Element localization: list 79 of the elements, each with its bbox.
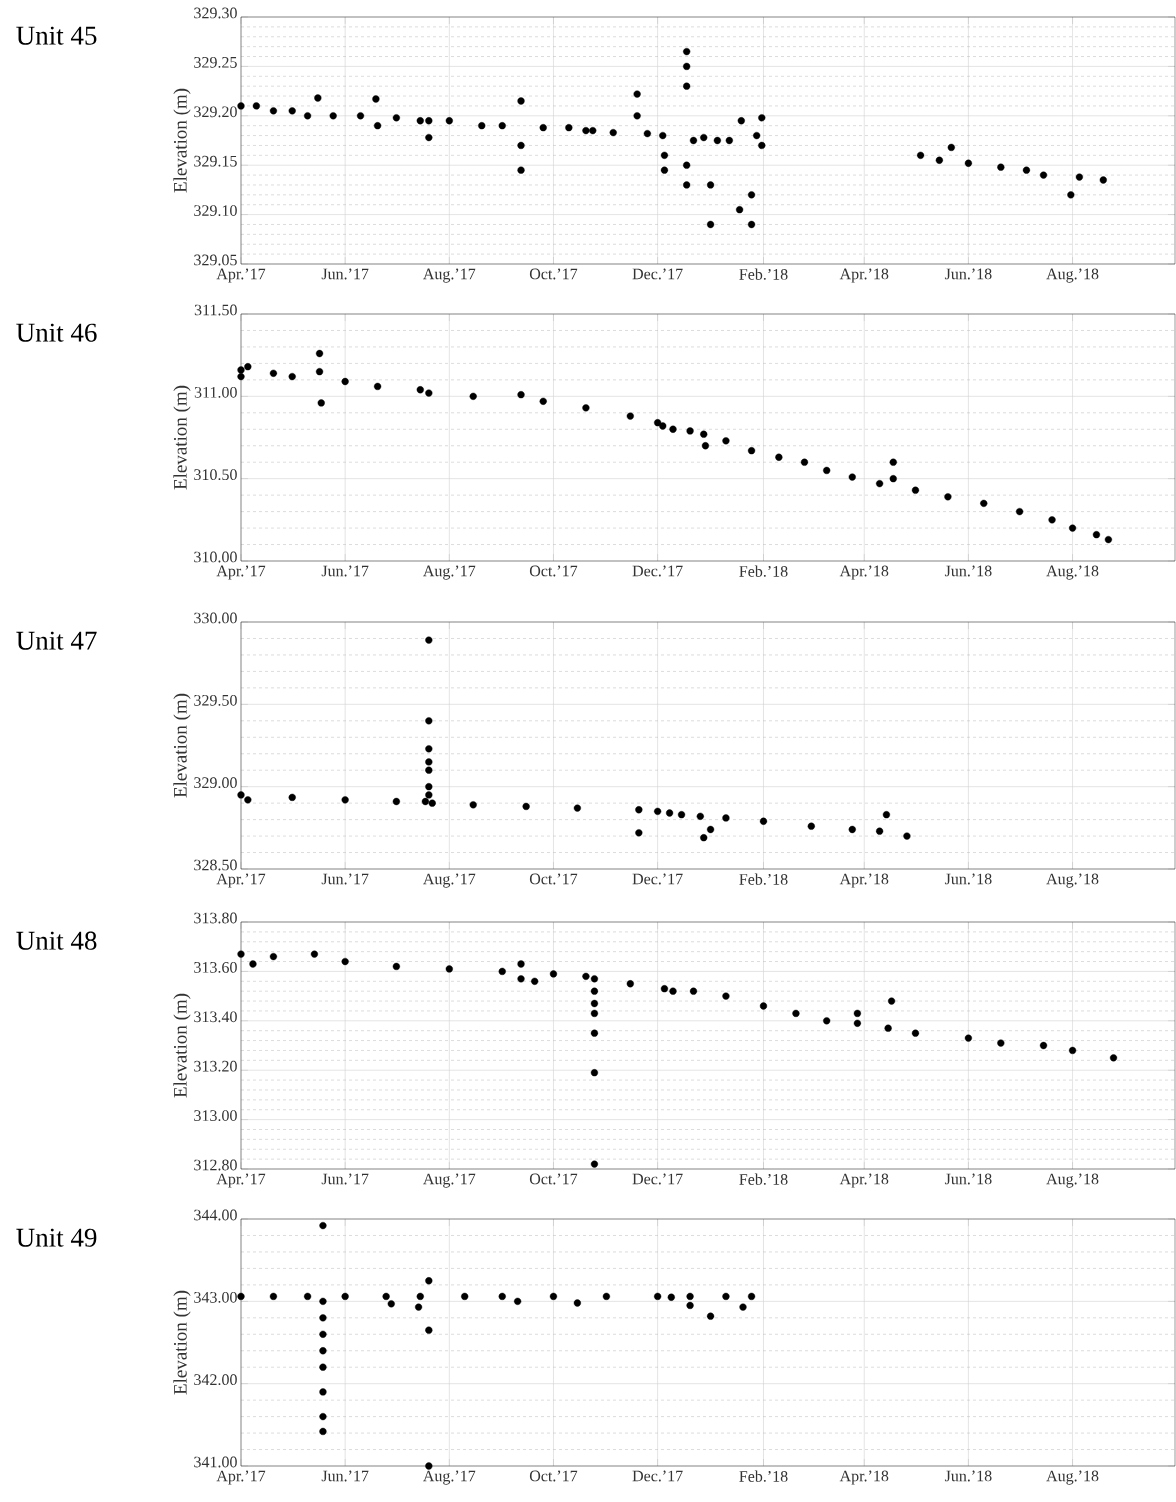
y-tick-label: 310.50 [194,469,237,481]
x-tick-label: Oct.’17 [529,1173,578,1185]
x-tick-label: Jun.’17 [321,1173,369,1185]
x-tick-label: Feb.’18 [739,268,788,280]
y-tick-label: 341.00 [194,1456,237,1468]
y-tick-label: 313.40 [194,1011,237,1023]
x-tick-label: Apr.’17 [216,1470,266,1485]
x-tick-label: Jun.’17 [321,565,369,577]
x-tick-label: Aug.’18 [1046,268,1099,283]
y-tick-label: 312.80 [194,1159,237,1171]
x-tick-label: Apr.’17 [216,1173,266,1188]
x-tick-label: Feb.’18 [739,1173,788,1185]
y-tick-label: 344.00 [194,1209,237,1221]
y-tick-label: 330.00 [194,612,237,624]
chart-title: Unit 49 [16,1228,97,1247]
x-tick-label: Jun.’18 [944,1470,992,1482]
chart-title: Unit 46 [16,323,97,342]
x-tick-label: Jun.’18 [944,565,992,577]
chart-title: Unit 48 [16,931,97,950]
x-tick-label: Aug.’17 [423,1470,476,1485]
x-tick-label: Apr.’18 [839,1470,889,1485]
x-tick-label: Jun.’18 [944,873,992,885]
y-tick-label: 329.15 [194,155,237,167]
x-tick-label: Dec.’17 [632,565,683,577]
x-tick-label: Aug.’18 [1046,1173,1099,1188]
y-tick-label: 313.00 [194,1110,237,1122]
x-tick-label: Oct.’17 [529,1470,578,1482]
y-tick-label: 313.20 [194,1060,237,1072]
y-tick-label: 329.50 [194,694,237,706]
x-tick-label: Dec.’17 [632,1173,683,1185]
x-tick-label: Feb.’18 [739,1470,788,1482]
y-tick-label: 310.00 [194,551,237,563]
y-axis-title: Elevation (m) [173,88,191,193]
x-tick-label: Apr.’18 [839,268,889,283]
y-tick-label: 329.20 [194,106,237,118]
x-tick-label: Jun.’18 [944,268,992,280]
x-tick-label: Aug.’18 [1046,873,1099,888]
x-tick-label: Aug.’18 [1046,565,1099,580]
x-tick-label: Aug.’18 [1046,1470,1099,1485]
y-tick-label: 343.00 [194,1291,237,1303]
y-tick-label: 342.00 [194,1374,237,1386]
y-tick-label: 311.50 [194,304,237,316]
y-tick-label: 313.60 [194,961,237,973]
x-tick-label: Apr.’18 [839,873,889,888]
x-tick-label: Apr.’17 [216,268,266,283]
x-tick-label: Apr.’17 [216,873,266,888]
y-axis-title: Elevation (m) [173,385,191,490]
x-tick-label: Aug.’17 [423,1173,476,1188]
y-tick-label: 311.00 [194,386,237,398]
x-tick-label: Aug.’17 [423,268,476,283]
x-tick-label: Jun.’18 [944,1173,992,1185]
x-tick-label: Oct.’17 [529,565,578,577]
y-tick-label: 329.10 [194,205,237,217]
x-tick-label: Apr.’18 [839,1173,889,1188]
y-tick-label: 328.50 [194,859,237,871]
x-tick-label: Aug.’17 [423,565,476,580]
x-tick-label: Dec.’17 [632,268,683,280]
x-tick-label: Feb.’18 [739,873,788,885]
y-axis-title: Elevation (m) [173,1290,191,1395]
y-tick-label: 329.05 [194,254,237,266]
y-axis-title: Elevation (m) [173,693,191,798]
x-tick-label: Oct.’17 [529,873,578,885]
y-tick-label: 329.30 [194,7,237,19]
chart-title: Unit 47 [16,631,97,650]
x-tick-label: Dec.’17 [632,1470,683,1482]
x-tick-label: Jun.’17 [321,873,369,885]
y-tick-label: 329.00 [194,777,237,789]
chart-title: Unit 45 [16,26,97,45]
x-tick-label: Aug.’17 [423,873,476,888]
x-tick-label: Dec.’17 [632,873,683,885]
x-tick-label: Feb.’18 [739,565,788,577]
y-tick-label: 329.25 [194,57,237,68]
y-axis-title: Elevation (m) [173,993,191,1098]
x-tick-label: Apr.’17 [216,565,266,580]
y-tick-label: 313.80 [194,912,237,924]
x-tick-label: Jun.’17 [321,1470,369,1482]
x-tick-label: Apr.’18 [839,565,889,580]
x-tick-label: Jun.’17 [321,268,369,280]
x-tick-label: Oct.’17 [529,268,578,280]
